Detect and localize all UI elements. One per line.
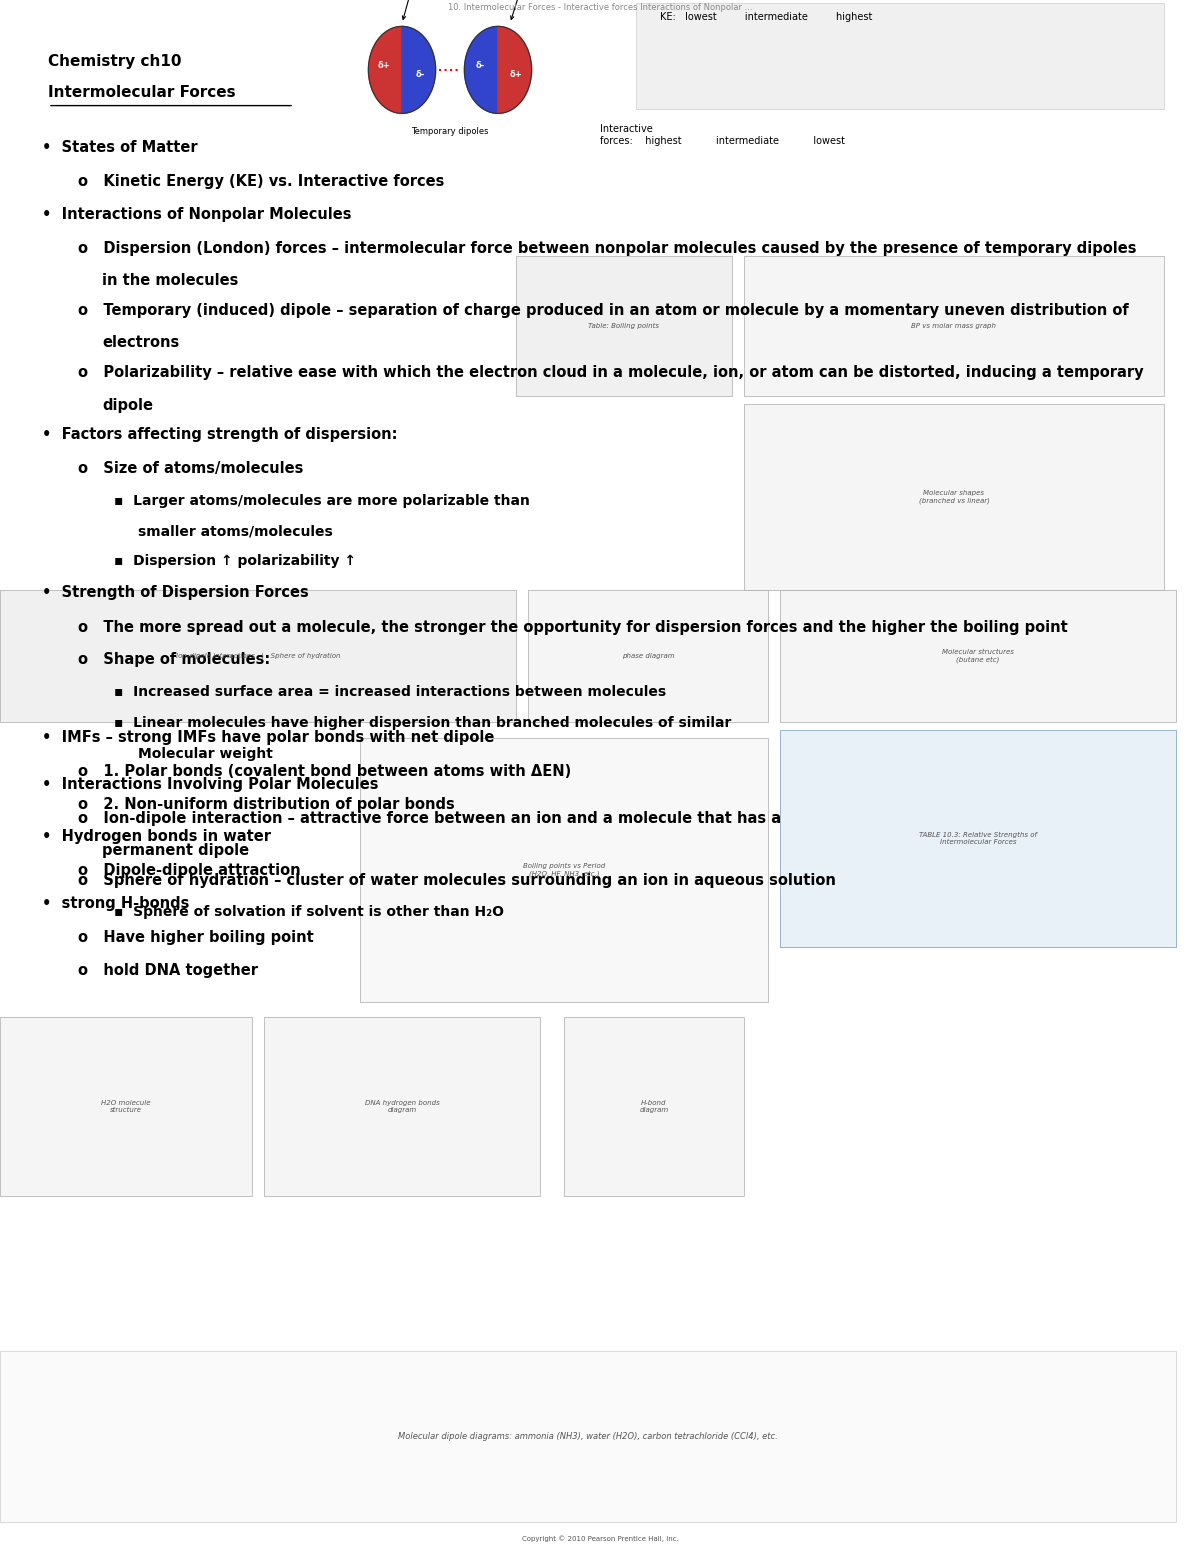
Text: o   Shape of molecules:: o Shape of molecules:	[78, 652, 270, 668]
Text: o   Have higher boiling point: o Have higher boiling point	[78, 930, 313, 946]
Text: o   Size of atoms/molecules: o Size of atoms/molecules	[78, 461, 304, 477]
Text: 10. Intermolecular Forces - Interactive forces Interactions of Nonpolar ...: 10. Intermolecular Forces - Interactive …	[448, 3, 752, 12]
Text: smaller atoms/molecules: smaller atoms/molecules	[138, 525, 332, 539]
Text: •  Strength of Dispersion Forces: • Strength of Dispersion Forces	[42, 585, 308, 601]
Text: ▪  Linear molecules have higher dispersion than branched molecules of similar: ▪ Linear molecules have higher dispersio…	[114, 716, 731, 730]
Polygon shape	[402, 26, 436, 113]
FancyBboxPatch shape	[0, 1351, 1176, 1522]
Text: ▪  Increased surface area = increased interactions between molecules: ▪ Increased surface area = increased int…	[114, 685, 666, 699]
Text: H-bond
diagram: H-bond diagram	[640, 1100, 668, 1114]
Text: Molecular weight: Molecular weight	[138, 747, 272, 761]
Text: Molecular structures
(butane etc): Molecular structures (butane etc)	[942, 649, 1014, 663]
FancyBboxPatch shape	[780, 590, 1176, 722]
FancyBboxPatch shape	[528, 590, 768, 722]
FancyBboxPatch shape	[564, 1017, 744, 1196]
FancyBboxPatch shape	[744, 404, 1164, 590]
Text: Molecular shapes
(branched vs linear): Molecular shapes (branched vs linear)	[918, 491, 990, 503]
Text: δ-: δ-	[415, 70, 425, 79]
Text: H2O molecule
structure: H2O molecule structure	[101, 1100, 151, 1114]
Text: electrons: electrons	[102, 335, 179, 351]
Text: •  Factors affecting strength of dispersion:: • Factors affecting strength of dispersi…	[42, 427, 397, 443]
Text: permanent dipole: permanent dipole	[102, 843, 250, 859]
Text: o   Ion-dipole interaction – attractive force between an ion and a molecule that: o Ion-dipole interaction – attractive fo…	[78, 811, 781, 826]
Text: o   Dispersion (London) forces – intermolecular force between nonpolar molecules: o Dispersion (London) forces – intermole…	[78, 241, 1136, 256]
Text: Unequal distribution
of electrons: Unequal distribution of electrons	[371, 0, 457, 20]
FancyBboxPatch shape	[744, 256, 1164, 396]
Text: o   The more spread out a molecule, the stronger the opportunity for dispersion : o The more spread out a molecule, the st…	[78, 620, 1068, 635]
FancyBboxPatch shape	[0, 590, 516, 722]
Text: o   1. Polar bonds (covalent bond between atoms with ΔEN): o 1. Polar bonds (covalent bond between …	[78, 764, 571, 780]
FancyBboxPatch shape	[360, 738, 768, 1002]
Text: •  Interactions of Nonpolar Molecules: • Interactions of Nonpolar Molecules	[42, 207, 352, 222]
Text: Temporary dipoles: Temporary dipoles	[412, 126, 488, 135]
Text: Ion-dipole interactions   |   Sphere of hydration: Ion-dipole interactions | Sphere of hydr…	[175, 652, 341, 660]
Text: •  Hydrogen bonds in water: • Hydrogen bonds in water	[42, 829, 271, 845]
Text: o   hold DNA together: o hold DNA together	[78, 963, 258, 978]
Text: •  Interactions Involving Polar Molecules: • Interactions Involving Polar Molecules	[42, 776, 378, 792]
Text: DNA hydrogen bonds
diagram: DNA hydrogen bonds diagram	[365, 1100, 439, 1114]
Text: Chemistry ch10: Chemistry ch10	[48, 54, 181, 70]
Text: Molecular dipole diagrams: ammonia (NH3), water (H2O), carbon tetrachloride (CCl: Molecular dipole diagrams: ammonia (NH3)…	[398, 1432, 778, 1441]
Text: dipole: dipole	[102, 398, 154, 413]
Text: •  States of Matter: • States of Matter	[42, 140, 198, 155]
FancyBboxPatch shape	[636, 3, 1164, 109]
FancyBboxPatch shape	[516, 256, 732, 396]
Text: δ+: δ+	[378, 61, 390, 70]
Text: •  strong H-bonds: • strong H-bonds	[42, 896, 190, 912]
Text: Copyright © 2010 Pearson Prentice Hall, Inc.: Copyright © 2010 Pearson Prentice Hall, …	[522, 1534, 678, 1542]
Polygon shape	[464, 26, 498, 113]
Text: δ-: δ-	[475, 61, 485, 70]
Text: o   Dipole-dipole attraction: o Dipole-dipole attraction	[78, 863, 301, 879]
Text: o   Sphere of hydration – cluster of water molecules surrounding an ion in aqueo: o Sphere of hydration – cluster of water…	[78, 873, 836, 888]
FancyBboxPatch shape	[0, 1017, 252, 1196]
Polygon shape	[498, 26, 532, 113]
Text: o   2. Non-uniform distribution of polar bonds: o 2. Non-uniform distribution of polar b…	[78, 797, 455, 812]
Text: o   Kinetic Energy (KE) vs. Interactive forces: o Kinetic Energy (KE) vs. Interactive fo…	[78, 174, 444, 189]
Text: phase diagram: phase diagram	[622, 654, 674, 658]
Text: KE:   lowest         intermediate         highest: KE: lowest intermediate highest	[660, 12, 872, 22]
Text: ▪  Sphere of solvation if solvent is other than H₂O: ▪ Sphere of solvation if solvent is othe…	[114, 905, 504, 919]
Text: Attractive force: Attractive force	[490, 0, 554, 20]
FancyBboxPatch shape	[780, 730, 1176, 947]
FancyBboxPatch shape	[264, 1017, 540, 1196]
Text: Intermolecular Forces: Intermolecular Forces	[48, 85, 235, 101]
Text: Boiling points vs Period
(H2O, HF, NH3, etc.): Boiling points vs Period (H2O, HF, NH3, …	[523, 863, 605, 876]
Text: o   Polarizability – relative ease with which the electron cloud in a molecule, : o Polarizability – relative ease with wh…	[78, 365, 1144, 380]
Text: BP vs molar mass graph: BP vs molar mass graph	[912, 323, 996, 329]
Text: in the molecules: in the molecules	[102, 273, 239, 289]
Polygon shape	[368, 26, 402, 113]
Text: δ+: δ+	[510, 70, 522, 79]
Text: ▪  Dispersion ↑ polarizability ↑: ▪ Dispersion ↑ polarizability ↑	[114, 554, 356, 568]
Text: Table: Boiling points: Table: Boiling points	[588, 323, 660, 329]
Text: ▪  Larger atoms/molecules are more polarizable than: ▪ Larger atoms/molecules are more polari…	[114, 494, 530, 508]
Text: o   Temporary (induced) dipole – separation of charge produced in an atom or mol: o Temporary (induced) dipole – separatio…	[78, 303, 1129, 318]
Text: TABLE 10.3: Relative Strengths of
Intermolecular Forces: TABLE 10.3: Relative Strengths of Interm…	[919, 832, 1037, 845]
Text: Interactive
forces:    highest           intermediate           lowest: Interactive forces: highest intermediate…	[600, 124, 845, 146]
Text: •  IMFs – strong IMFs have polar bonds with net dipole: • IMFs – strong IMFs have polar bonds wi…	[42, 730, 494, 745]
